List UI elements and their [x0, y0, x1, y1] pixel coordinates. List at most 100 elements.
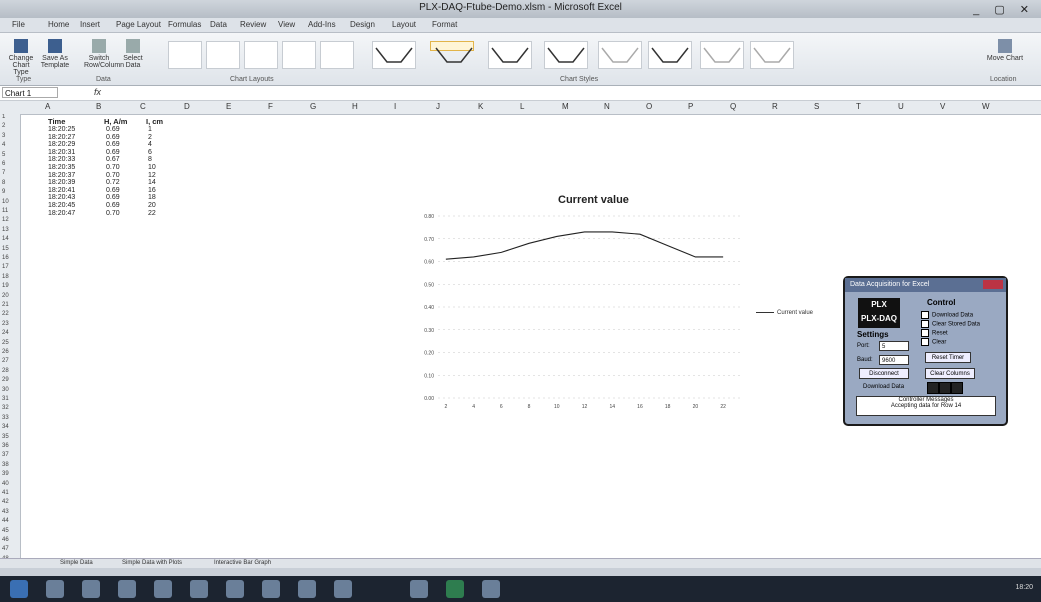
tab-home[interactable]: Home — [48, 20, 70, 29]
row-number[interactable]: 16 — [2, 255, 9, 261]
chart-style-6[interactable] — [648, 41, 692, 69]
checkbox-download-data[interactable]: Download Data — [921, 311, 973, 319]
table-cell[interactable]: 0.69 — [106, 133, 120, 141]
app-icon[interactable] — [298, 580, 316, 598]
tab-page-layout[interactable]: Page Layout — [116, 20, 161, 29]
row-number[interactable]: 19 — [2, 283, 9, 290]
row-number[interactable]: 31 — [2, 396, 9, 402]
table-cell[interactable]: 20 — [148, 202, 156, 209]
move-chart-button[interactable]: Move Chart — [985, 39, 1025, 62]
app-icon[interactable] — [190, 580, 208, 598]
reset-timer-button[interactable]: Reset Timer — [925, 352, 971, 363]
table-cell[interactable]: 0.70 — [106, 171, 120, 179]
change-chart-type-button[interactable]: Change Chart Type — [6, 39, 36, 76]
row-number[interactable]: 9 — [2, 189, 6, 196]
row-number[interactable]: 36 — [2, 443, 9, 449]
row-number[interactable]: 1 — [2, 114, 6, 120]
column-header-l[interactable]: L — [520, 102, 525, 111]
connect-button[interactable]: Disconnect — [859, 368, 909, 379]
table-cell[interactable]: 18 — [148, 194, 156, 202]
column-header-j[interactable]: J — [436, 102, 440, 111]
row-number[interactable]: 34 — [2, 424, 9, 431]
column-header-i[interactable]: I — [394, 102, 397, 111]
row-number[interactable]: 44 — [2, 518, 9, 525]
row-number[interactable]: 7 — [2, 170, 6, 177]
chart-area[interactable]: Current value 0.80 0.70 0.60 0.50 0.40 0.30 0.… — [408, 186, 821, 420]
row-number[interactable]: 30 — [2, 386, 9, 393]
table-cell[interactable]: 22 — [148, 209, 156, 217]
table-cell[interactable]: 14 — [148, 179, 156, 187]
row-number[interactable]: 20 — [2, 292, 9, 299]
row-number[interactable]: 18 — [2, 273, 9, 280]
table-cell[interactable]: 0.69 — [106, 141, 120, 149]
row-number[interactable]: 11 — [2, 208, 9, 214]
sheet-tab-interactive-bar[interactable]: Interactive Bar Graph — [214, 560, 272, 566]
row-number[interactable]: 33 — [2, 414, 9, 421]
column-header-q[interactable]: Q — [730, 102, 737, 111]
row-number[interactable]: 38 — [2, 461, 9, 468]
table-cell[interactable]: 0.70 — [106, 164, 120, 171]
column-header-m[interactable]: M — [562, 102, 569, 111]
column-header-g[interactable]: G — [310, 102, 317, 111]
table-cell[interactable]: 4 — [148, 141, 152, 149]
save-template-button[interactable]: Save As Template — [40, 39, 70, 69]
chart-style-1[interactable] — [372, 41, 416, 69]
tab-file[interactable]: File — [12, 20, 25, 29]
table-cell[interactable]: 0.67 — [106, 156, 120, 164]
table-cell[interactable]: 0.70 — [106, 209, 120, 217]
table-cell[interactable]: 18:20:41 — [48, 186, 76, 194]
table-cell[interactable]: 18:20:31 — [48, 148, 76, 156]
row-number[interactable]: 5 — [2, 151, 6, 158]
app-icon[interactable] — [482, 580, 500, 598]
table-cell[interactable]: 18:20:43 — [48, 194, 76, 202]
select-data-button[interactable]: Select Data — [118, 39, 148, 69]
column-header-f[interactable]: F — [268, 102, 273, 111]
clear-columns-button[interactable]: Clear Columns — [925, 368, 975, 379]
tab-view[interactable]: View — [278, 20, 296, 29]
table-cell[interactable]: 12 — [148, 171, 156, 179]
tab-formulas[interactable]: Formulas — [168, 20, 202, 29]
column-header-w[interactable]: W — [982, 102, 990, 111]
checkbox-reset[interactable]: Reset — [921, 329, 948, 337]
explorer-icon[interactable] — [46, 580, 64, 598]
table-cell[interactable]: 6 — [148, 148, 152, 156]
switch-row-column-button[interactable]: Switch Row/Column — [84, 39, 124, 69]
table-cell[interactable]: 18:20:29 — [48, 141, 76, 149]
app-icon[interactable] — [410, 580, 428, 598]
column-header-r[interactable]: R — [772, 102, 778, 111]
checkbox-clear[interactable]: Clear — [921, 338, 946, 346]
tab-insert[interactable]: Insert — [80, 20, 101, 29]
window-controls[interactable]: _ ▢ ✕ — [973, 4, 1035, 16]
table-cell[interactable]: 0.69 — [106, 126, 120, 133]
chart-legend[interactable]: Current value — [756, 310, 813, 316]
checkbox-clear-stored[interactable]: Clear Stored Data — [921, 320, 980, 328]
row-number[interactable]: 6 — [2, 161, 6, 167]
row-number[interactable]: 25 — [2, 339, 9, 346]
table-cell[interactable]: 18:20:37 — [48, 171, 76, 179]
excel-icon[interactable] — [446, 580, 464, 598]
row-number[interactable]: 43 — [2, 508, 9, 515]
row-number[interactable]: 8 — [2, 179, 6, 186]
row-number[interactable]: 45 — [2, 527, 9, 534]
column-header-h[interactable]: H — [352, 102, 358, 111]
table-cell[interactable]: 0.72 — [106, 179, 120, 187]
row-number[interactable]: 46 — [2, 537, 9, 543]
tab-review[interactable]: Review — [240, 20, 267, 29]
row-number[interactable]: 42 — [2, 499, 9, 506]
table-cell[interactable]: 18:20:33 — [48, 156, 76, 164]
chart-style-3[interactable] — [488, 41, 532, 69]
row-number[interactable]: 39 — [2, 471, 9, 478]
row-number[interactable]: 3 — [2, 132, 6, 139]
chart-layout-2[interactable] — [206, 41, 240, 69]
row-number[interactable]: 32 — [2, 405, 9, 412]
header-time[interactable]: Time — [48, 117, 66, 126]
sheet-tab-simple-data[interactable]: Simple Data — [60, 560, 93, 566]
row-number[interactable]: 26 — [2, 349, 9, 355]
column-header-k[interactable]: K — [478, 102, 484, 111]
row-number[interactable]: 47 — [2, 546, 9, 553]
column-header-e[interactable]: E — [226, 102, 232, 111]
table-cell[interactable]: 8 — [148, 156, 152, 164]
chart-style-7[interactable] — [700, 41, 744, 69]
table-cell[interactable]: 18:20:47 — [48, 209, 76, 217]
row-number[interactable]: 22 — [2, 311, 9, 318]
